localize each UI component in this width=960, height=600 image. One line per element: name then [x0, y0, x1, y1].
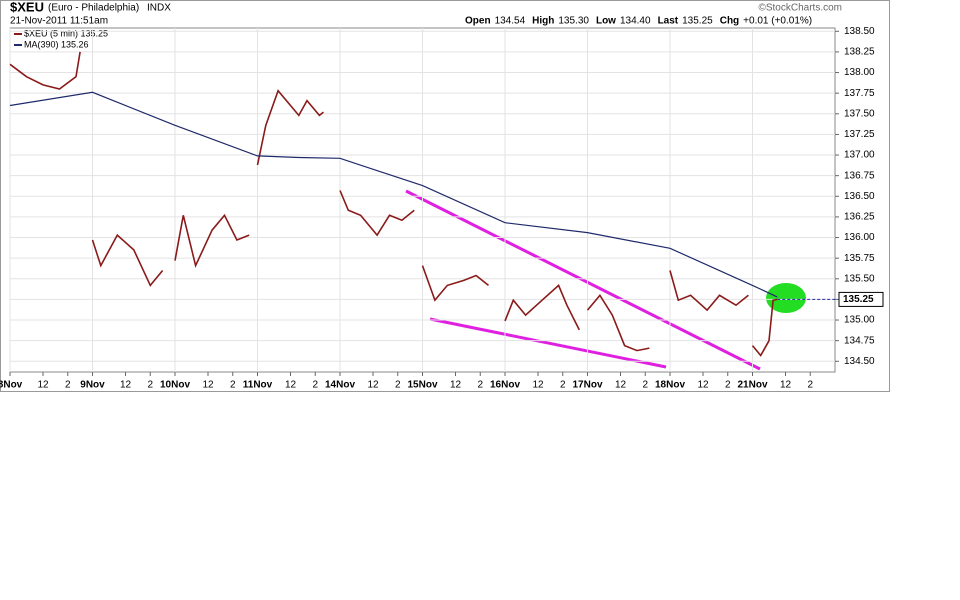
x-tick-label: 2: [807, 380, 813, 391]
x-tick-label: 8Nov: [0, 380, 23, 391]
y-tick-label: 137.75: [844, 88, 875, 99]
credit: ©StockCharts.com: [758, 3, 842, 14]
x-tick-label: 15Nov: [407, 380, 437, 391]
x-tick-label: 2: [230, 380, 236, 391]
x-tick-label: 2: [560, 380, 566, 391]
price-line: [9, 51, 778, 357]
quote-value: 134.40: [620, 16, 651, 27]
x-tick-label: 2: [65, 380, 71, 391]
y-tick-label: 136.00: [844, 232, 875, 243]
x-tick-label: 2: [477, 380, 483, 391]
legend-label: MA(390) 135.26: [24, 39, 89, 49]
y-tick-label: 138.25: [844, 47, 875, 58]
legend-label: $XEU (5 min) 135.25: [24, 28, 108, 38]
quote-value: 134.54: [495, 16, 526, 27]
last-price-label: 135.25: [843, 294, 874, 305]
x-tick-label: 12: [450, 380, 462, 391]
x-tick-label: 12: [285, 380, 297, 391]
x-tick-label: 12: [37, 380, 49, 391]
y-tick-label: 136.25: [844, 212, 875, 223]
quote-label: Low: [596, 16, 616, 27]
x-tick-label: 12: [780, 380, 792, 391]
y-tick-label: 138.50: [844, 26, 875, 37]
exchange: INDX: [147, 3, 171, 14]
x-tick-label: 17Nov: [572, 380, 602, 391]
x-tick-label: 12: [120, 380, 132, 391]
x-tick-label: 12: [532, 380, 544, 391]
highlight: [766, 283, 806, 313]
trend-line: [429, 317, 667, 369]
y-tick-label: 138.00: [844, 67, 875, 78]
symbol: $XEU: [10, 0, 44, 14]
x-tick-label: 12: [615, 380, 627, 391]
y-tick-label: 135.50: [844, 273, 875, 284]
y-tick-label: 137.00: [844, 150, 875, 161]
quote-value: 135.25: [682, 16, 713, 27]
y-tick-label: 135.00: [844, 315, 875, 326]
description: (Euro - Philadelphia): [48, 3, 139, 14]
x-tick-label: 12: [697, 380, 709, 391]
y-tick-label: 135.75: [844, 253, 875, 264]
timestamp: 21-Nov-2011 11:51am: [10, 16, 108, 27]
last-price-box: [838, 291, 884, 307]
y-tick-label: 136.50: [844, 191, 875, 202]
x-tick-label: 18Nov: [655, 380, 685, 391]
x-tick-label: 12: [367, 380, 379, 391]
ma-line: [9, 91, 778, 298]
x-tick-label: 12: [202, 380, 214, 391]
x-tick-label: 10Nov: [160, 380, 190, 391]
trend-line: [405, 189, 761, 371]
quote-value: 135.30: [558, 16, 589, 27]
quote: Open 134.54 High 135.30 Low 134.40 Last 135.25 C…: [465, 16, 812, 27]
x-tick-label: 11Nov: [243, 380, 273, 391]
y-tick-label: 137.50: [844, 108, 875, 119]
x-tick-label: 2: [725, 380, 731, 391]
y-tick-label: 136.75: [844, 170, 875, 181]
x-tick-label: 21Nov: [737, 380, 767, 391]
y-tick-label: 137.25: [844, 129, 875, 140]
quote-label: High: [532, 16, 554, 27]
quote-label: Open: [465, 16, 491, 27]
quote-value: +0.01 (+0.01%): [743, 16, 812, 27]
y-tick-label: 134.75: [844, 335, 875, 346]
x-tick-label: 9Nov: [80, 380, 105, 391]
y-tick-label: 134.50: [844, 356, 875, 367]
quote-label: Last: [658, 16, 679, 27]
x-tick-label: 2: [147, 380, 153, 391]
x-tick-label: 16Nov: [490, 380, 520, 391]
x-tick-label: 2: [395, 380, 401, 391]
x-tick-label: 2: [642, 380, 648, 391]
x-tick-label: 14Nov: [325, 380, 355, 391]
x-tick-label: 2: [312, 380, 318, 391]
quote-label: Chg: [720, 16, 739, 27]
